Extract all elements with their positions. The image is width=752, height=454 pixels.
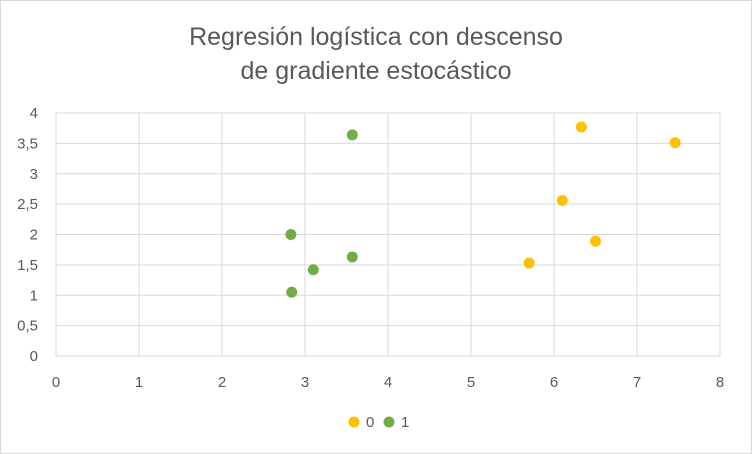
x-tick-label: 1	[135, 374, 143, 391]
data-point-series-0	[523, 257, 535, 269]
data-points	[285, 121, 681, 298]
data-point-series-0	[669, 137, 681, 149]
y-tick-label: 3	[30, 166, 38, 183]
x-tick-label: 0	[52, 374, 60, 391]
x-tick-label: 3	[301, 374, 309, 391]
y-tick-label: 1,5	[17, 257, 38, 274]
chart-title: Regresión logística con descenso de grad…	[189, 23, 563, 85]
data-point-series-1	[307, 264, 319, 276]
x-axis-tick-labels: 0 1 2 3 4 5 6 7 8	[52, 374, 724, 391]
y-tick-label: 2,5	[17, 196, 38, 213]
data-point-series-1	[346, 251, 358, 263]
data-point-series-1	[346, 129, 358, 141]
data-point-series-1	[285, 229, 297, 240]
data-point-series-1	[286, 286, 298, 298]
y-tick-label: 1	[30, 287, 38, 304]
y-axis-tick-labels: 0 0,5 1 1,5 2 2,5 3 3,5 4	[17, 105, 38, 365]
data-point-series-0	[575, 121, 587, 133]
y-tick-label: 2	[30, 227, 38, 244]
legend-marker-0	[348, 416, 360, 428]
legend-label-0: 0	[366, 414, 374, 431]
data-point-series-0	[590, 235, 601, 247]
legend-label-1: 1	[401, 414, 409, 431]
x-tick-label: 7	[633, 374, 641, 391]
x-tick-label: 2	[218, 374, 226, 391]
y-tick-label: 3,5	[17, 135, 38, 152]
x-tick-label: 8	[716, 374, 724, 391]
y-tick-label: 0	[30, 348, 38, 365]
y-tick-label: 4	[30, 105, 38, 122]
data-point-series-0	[556, 194, 568, 206]
x-tick-label: 5	[467, 374, 475, 391]
y-tick-label: 0,5	[17, 318, 38, 335]
grid-lines	[55, 112, 721, 357]
x-tick-label: 6	[550, 374, 558, 391]
legend-marker-1	[383, 416, 395, 428]
x-tick-label: 4	[384, 374, 392, 391]
